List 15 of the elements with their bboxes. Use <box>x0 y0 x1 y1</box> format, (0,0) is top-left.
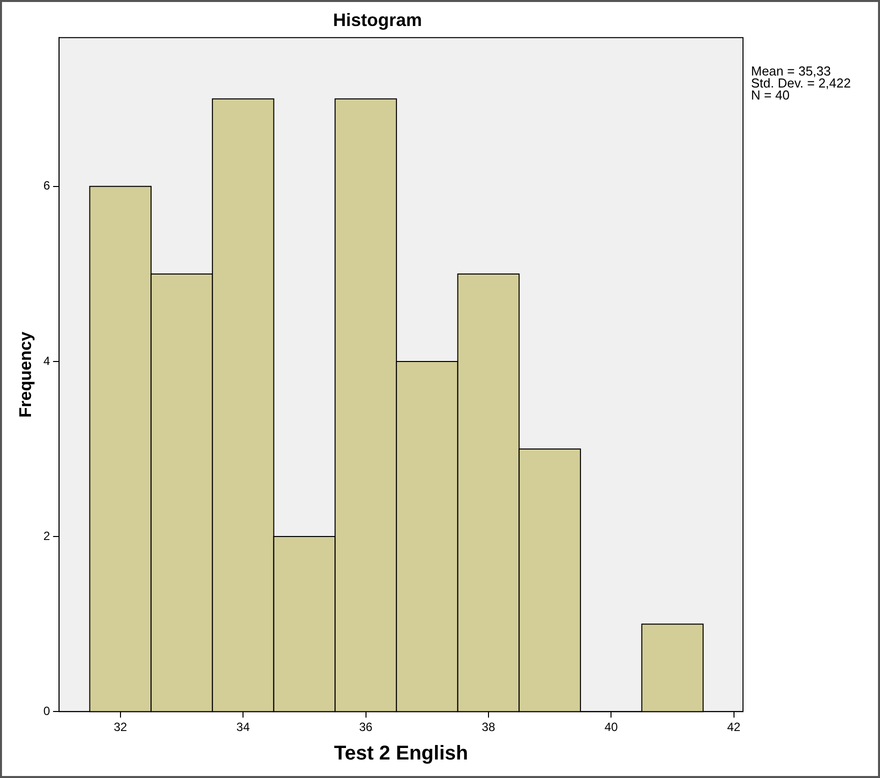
x-tick-label: 36 <box>359 720 373 734</box>
text: N = 40 <box>751 88 790 103</box>
y-axis-title: Frequency <box>16 331 35 418</box>
y-tick-label: 2 <box>43 528 50 543</box>
x-tick-label: 32 <box>114 720 128 734</box>
chart-title: Histogram <box>332 10 422 30</box>
y-tick-label: 4 <box>43 354 50 368</box>
x-axis-title: Test 2 English <box>334 742 468 765</box>
y-tick-label: 0 <box>43 704 50 718</box>
text: Mean = 35,33 <box>751 64 831 79</box>
x-tick-label: 38 <box>482 720 496 734</box>
y-tick-label: 6 <box>43 178 50 193</box>
x-tick-label: 34 <box>236 720 250 734</box>
x-tick-label: 40 <box>604 720 618 734</box>
x-tick-label: 42 <box>727 720 741 734</box>
